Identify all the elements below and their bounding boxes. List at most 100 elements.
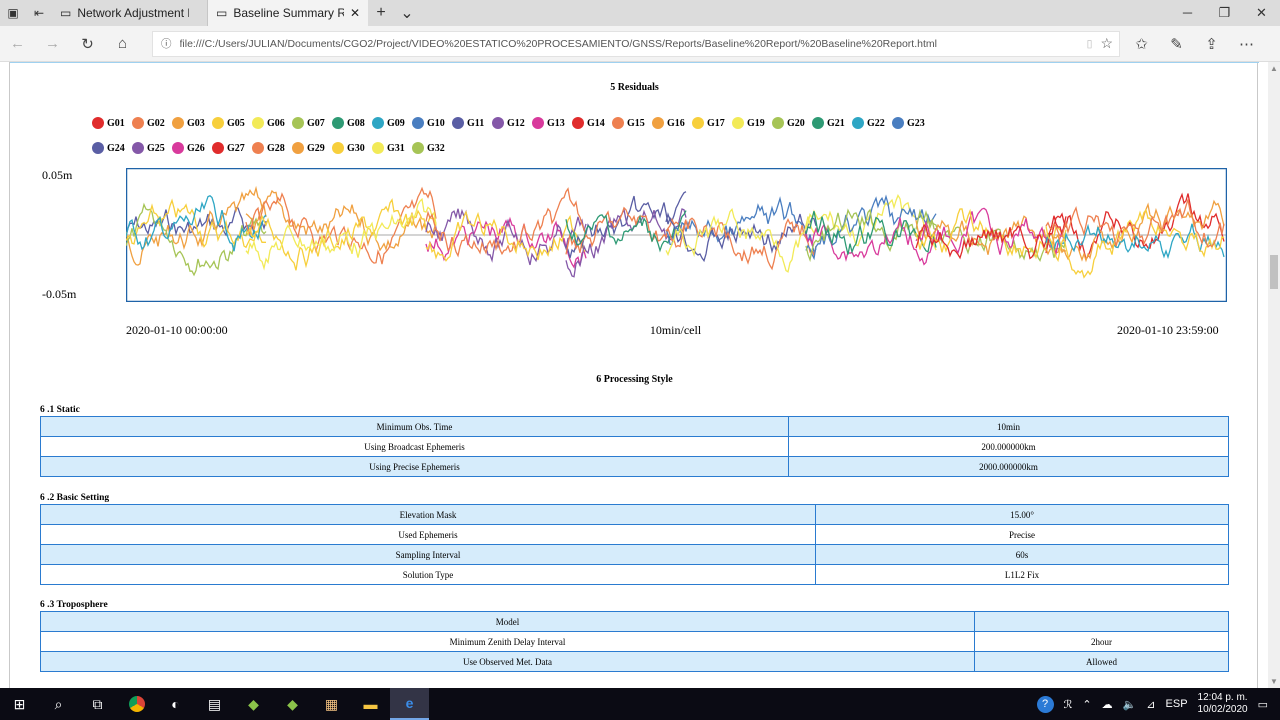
back-icon[interactable]: ← [10,35,25,52]
people-icon[interactable]: ℛ [1063,698,1073,711]
legend-label: G09 [387,117,405,129]
residual-series-line [565,206,687,255]
legend-label: G14 [587,117,605,129]
favorite-star-icon[interactable]: ☆ [1100,35,1113,51]
residual-series-line [126,206,267,237]
legend-item-g12: G12 [492,117,525,129]
y-axis-bottom-label: -0.05m [42,287,77,301]
set-aside-tabs-icon[interactable]: ⇤ [33,6,45,20]
chevron-down-icon[interactable]: ⌄ [400,5,414,22]
legend-label: G32 [427,142,445,154]
table-row: Using Precise Ephemeris 2000.000000km [40,456,1229,477]
file-explorer-icon[interactable]: ▬ [363,696,378,712]
help-icon[interactable]: ? [1036,695,1054,713]
scroll-down-icon[interactable]: ▼ [1270,677,1278,686]
search-icon[interactable]: ⌕ [54,695,63,712]
legend-item-g25: G25 [132,142,165,154]
legend-swatch [492,117,504,129]
legend-item-g10: G10 [412,117,445,129]
app-icon[interactable]: ◐ [171,696,180,712]
cell-label: Using Broadcast Ephemeris [40,436,789,457]
legend-label: G07 [307,117,325,129]
gnss-app-2-icon[interactable]: ◆ [287,695,298,712]
tab-actions-icon[interactable]: ▣ [7,6,19,20]
legend-swatch [812,117,824,129]
table-row: Solution Type L1L2 Fix [40,564,1229,585]
residual-series-line [915,215,1067,260]
legend-label: G11 [467,117,485,129]
scroll-thumb[interactable] [1270,255,1278,289]
cell-label: Solution Type [40,564,816,585]
legend-item-g20: G20 [772,117,805,129]
refresh-icon[interactable]: ↻ [81,35,94,53]
troposphere-table: Model Minimum Zenith Delay Interval 2hour… [40,611,1229,672]
legend-swatch [172,117,184,129]
info-icon: ⓘ [161,38,172,50]
legend-swatch [292,117,304,129]
cell-value: 60s [815,544,1229,565]
close-tab-icon[interactable]: ✕ [349,6,360,20]
legend-label: G22 [867,117,885,129]
residual-series-line [425,210,587,262]
legend-item-g16: G16 [652,117,685,129]
new-tab-icon[interactable]: + [376,4,386,21]
chevron-up-icon[interactable]: ⌃ [1082,698,1092,711]
scroll-up-icon[interactable]: ▲ [1270,64,1278,73]
volume-icon[interactable]: 🔈 [1122,698,1137,711]
notes-pen-icon[interactable]: ✎ [1170,35,1183,53]
share-icon[interactable]: ⇪ [1205,35,1218,53]
legend-swatch [372,117,384,129]
notifications-icon[interactable]: ▭ [1257,698,1268,711]
residual-series-line [665,208,817,273]
table-row: Minimum Obs. Time 10min [40,416,1229,437]
legend-label: G24 [107,142,125,154]
legend-label: G30 [347,142,365,154]
table-row: Elevation Mask 15.00° [40,504,1229,525]
clock[interactable]: 12:04 p. m. 10/02/2020 [1198,692,1248,716]
edge-browser-icon[interactable]: e [390,688,429,720]
gnss-app-icon[interactable]: ◆ [248,695,259,712]
legend-swatch [532,117,544,129]
windows-start-icon[interactable]: ⊞ [13,695,26,712]
tab-network-adjustment[interactable]: ▭ Network Adjustment Report [52,0,208,26]
maximize-icon[interactable]: ❐ [1218,5,1231,20]
vertical-scrollbar[interactable]: ▲ ▼ [1268,62,1280,688]
legend-item-g15: G15 [612,117,645,129]
cell-label: Used Ephemeris [40,524,816,545]
forward-icon[interactable]: → [45,35,60,52]
legend-swatch [132,117,144,129]
legend-item-g24: G24 [92,142,125,154]
network-icon[interactable]: ⊿ [1146,698,1156,711]
cell-value: 2000.000000km [788,456,1229,477]
cell-value: 2hour [974,631,1229,652]
language-indicator[interactable]: ESP [1165,698,1188,710]
legend-item-g28: G28 [252,142,285,154]
residual-series-line [1045,199,1225,248]
reading-view-icon[interactable]: ▯ [1086,37,1093,50]
legend-swatch [292,142,304,154]
calendar-app-icon[interactable]: ▦ [324,695,339,712]
more-icon[interactable]: ⋯ [1239,35,1254,53]
residual-series-line [425,208,587,266]
troposphere-heading: 6 .3 Troposphere [40,600,108,610]
favorites-icon[interactable]: ✩ [1135,35,1148,53]
onedrive-icon[interactable]: ☁ [1101,698,1113,711]
notepad-icon[interactable]: ▤ [207,695,222,712]
legend-item-g08: G08 [332,117,365,129]
tab-baseline-summary[interactable]: ▭ Baseline Summary Repo ✕ [208,0,368,26]
minimize-icon[interactable]: ─ [1182,5,1193,20]
legend-item-g32: G32 [412,142,445,154]
residuals-chart [126,168,1227,302]
residuals-title: 5 Residuals [610,82,659,93]
home-icon[interactable]: ⌂ [117,35,128,52]
legend-item-g17: G17 [692,117,725,129]
chrome-icon[interactable] [117,688,156,720]
legend-swatch [212,117,224,129]
task-view-icon[interactable]: ⧉ [92,695,103,712]
divider [10,62,1259,63]
address-input[interactable]: ⓘ file:///C:/Users/JULIAN/Documents/CGO2… [152,30,1120,57]
page-content: 5 Residuals G01 G02 G03 G05 G06 G07 G08 G09 G10 G… [0,62,1268,688]
table-row: Model [40,611,1229,632]
legend-label: G08 [347,117,365,129]
close-window-icon[interactable]: ✕ [1256,5,1267,20]
